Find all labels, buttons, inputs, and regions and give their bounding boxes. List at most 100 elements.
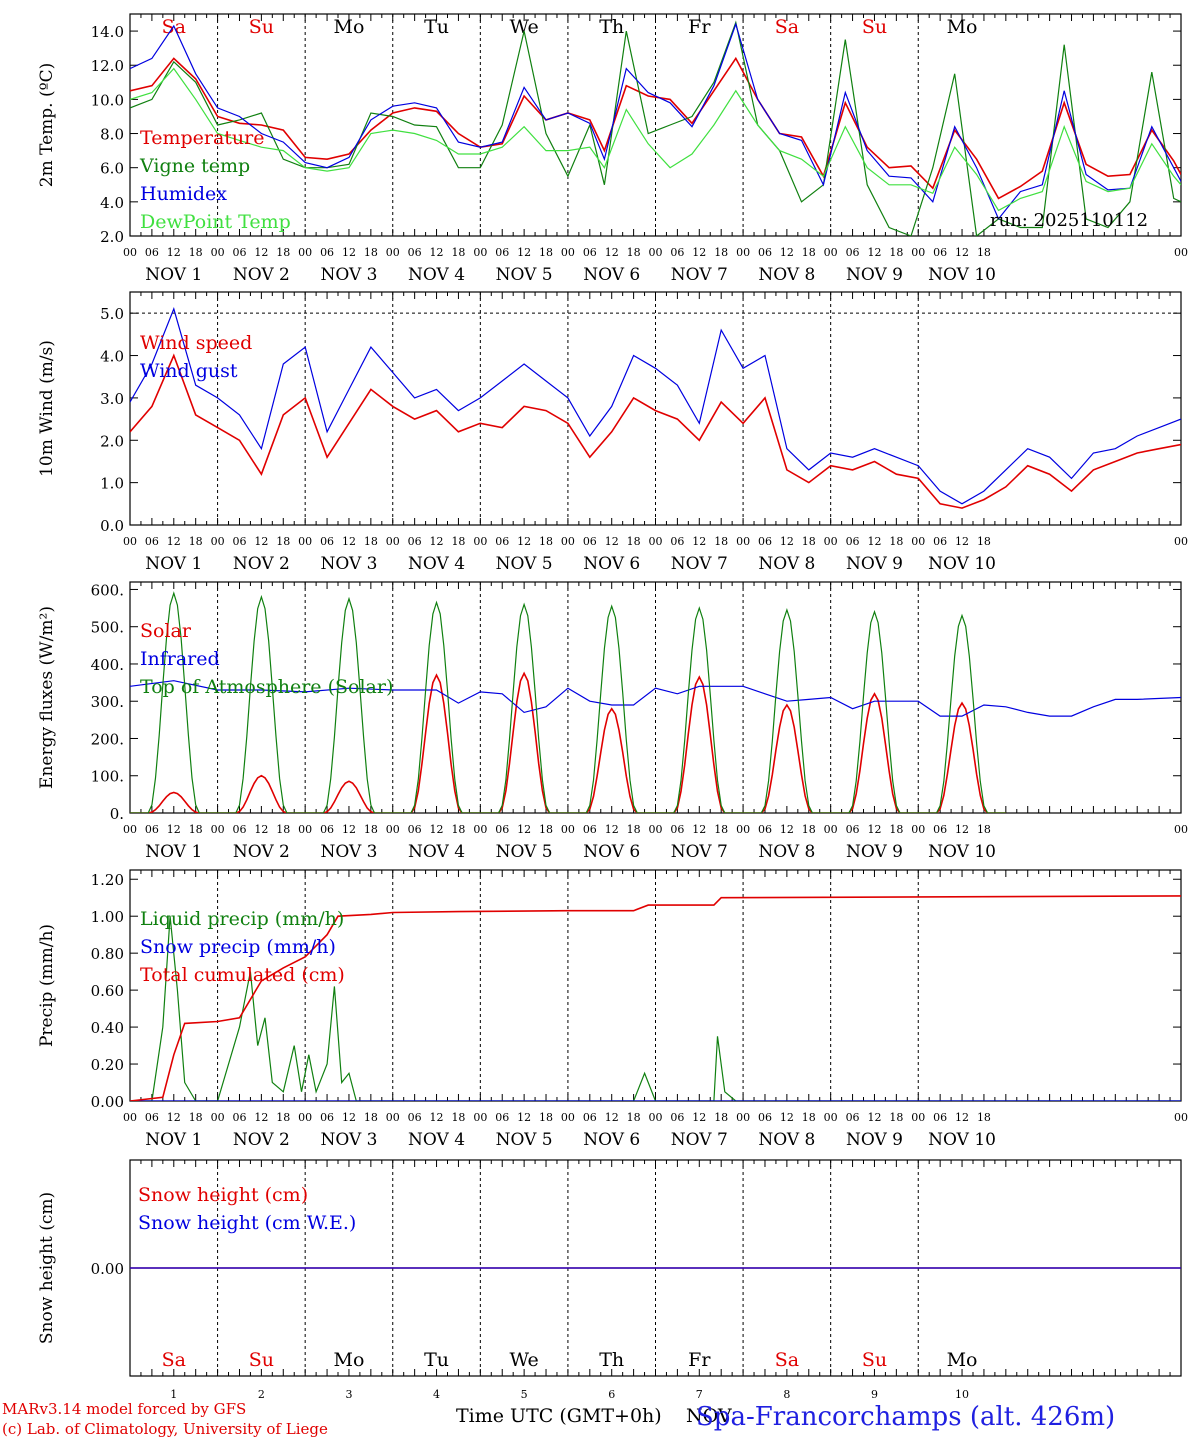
hour-tick-label: 18 — [802, 823, 816, 836]
date-label: NOV 9 — [846, 1130, 903, 1150]
hour-tick-label: 00 — [386, 1111, 400, 1124]
legend-entry: Wind speed — [140, 332, 252, 354]
hour-tick-label: 12 — [780, 823, 794, 836]
hour-tick-label: 06 — [320, 1111, 334, 1124]
hour-tick-label: 06 — [846, 823, 860, 836]
day-name-label: Su — [249, 1349, 274, 1371]
series-line-wind-gust — [130, 307, 1181, 505]
hour-tick-label: 00 — [649, 1111, 663, 1124]
hour-tick-label: 06 — [408, 246, 422, 259]
hour-tick-label: 00 — [473, 1111, 487, 1124]
series-line-infrared — [130, 680, 1181, 717]
hour-tick-label: 18 — [189, 535, 203, 548]
hour-tick-label: 06 — [583, 246, 597, 259]
y-tick-label: 6.0 — [100, 160, 124, 178]
hour-tick-label: 06 — [495, 823, 509, 836]
date-label: NOV 5 — [496, 554, 553, 574]
date-label: NOV 2 — [233, 842, 290, 862]
hour-tick-label: 12 — [254, 1111, 268, 1124]
hour-tick-label: 06 — [320, 246, 334, 259]
y-tick-label: 500. — [91, 619, 124, 637]
y-axis-label: Snow height (cm) — [37, 1192, 57, 1344]
hour-tick-label: 00 — [736, 1111, 750, 1124]
hour-tick-label: 12 — [605, 246, 619, 259]
legend-entry: Solar — [140, 620, 192, 642]
date-label: NOV 2 — [233, 265, 290, 285]
hour-tick-label: 06 — [320, 823, 334, 836]
hour-tick-label: 00 — [386, 823, 400, 836]
hour-tick-label: 12 — [605, 823, 619, 836]
hour-tick-label: 00 — [649, 535, 663, 548]
hour-tick-label: 18 — [451, 1111, 465, 1124]
hour-tick-label: 12 — [517, 1111, 531, 1124]
day-name-label: Su — [862, 16, 887, 38]
hour-tick-label: 12 — [430, 823, 444, 836]
hour-tick-label: 12 — [955, 1111, 969, 1124]
hour-tick-label: 12 — [692, 535, 706, 548]
day-name-label: Sa — [775, 1349, 799, 1371]
hour-tick-label: 12 — [254, 823, 268, 836]
hour-tick-label: 06 — [758, 823, 772, 836]
y-axis-label: 2m Temp. (ºC) — [37, 63, 57, 188]
hour-tick-label: 06 — [583, 823, 597, 836]
hour-tick-label: 18 — [977, 246, 991, 259]
hour-tick-label: 00 — [1174, 1111, 1188, 1124]
hour-tick-label: 12 — [692, 246, 706, 259]
hour-tick-label: 12 — [867, 1111, 881, 1124]
day-name-label: Mo — [334, 1349, 365, 1371]
date-label: NOV 1 — [145, 842, 202, 862]
hour-tick-label: 12 — [342, 823, 356, 836]
date-label: NOV 8 — [758, 842, 815, 862]
y-tick-label: 100. — [91, 768, 124, 786]
y-tick-label: 0.00 — [91, 1093, 124, 1111]
date-label: NOV 10 — [928, 265, 996, 285]
hour-tick-label: 00 — [211, 823, 225, 836]
legend-entry: Snow precip (mm/h) — [140, 936, 336, 958]
hour-tick-label: 06 — [495, 1111, 509, 1124]
hour-tick-label: 06 — [232, 246, 246, 259]
legend-entry: Total cumulated (cm) — [140, 964, 345, 986]
date-label: NOV 10 — [928, 554, 996, 574]
series-line-humidex — [130, 22, 1181, 221]
hour-tick-label: 06 — [758, 1111, 772, 1124]
hour-tick-label: 18 — [714, 1111, 728, 1124]
y-tick-label: 4.0 — [100, 348, 124, 366]
hour-tick-label: 00 — [298, 1111, 312, 1124]
legend-entry: Vigne temp — [139, 155, 250, 177]
date-label: NOV 1 — [145, 265, 202, 285]
hour-tick-label: 18 — [189, 823, 203, 836]
hour-tick-label: 06 — [758, 246, 772, 259]
y-tick-label: 200. — [91, 730, 124, 748]
day-name-label: Th — [599, 16, 624, 38]
hour-tick-label: 00 — [824, 246, 838, 259]
day-number-label: 5 — [521, 1388, 528, 1401]
series-line-total-cumulated-cm- — [130, 895, 1181, 1101]
hour-tick-label: 18 — [627, 1111, 641, 1124]
hour-tick-label: 00 — [298, 246, 312, 259]
y-axis-label: Precip (mm/h) — [37, 924, 57, 1047]
y-tick-label: 0. — [110, 805, 124, 823]
hour-tick-label: 00 — [561, 535, 575, 548]
legend-entry: Wind gust — [140, 360, 238, 382]
hour-tick-label: 12 — [430, 535, 444, 548]
date-label: NOV 6 — [583, 554, 640, 574]
hour-tick-label: 12 — [692, 823, 706, 836]
series-line-solar — [130, 671, 1006, 813]
hour-tick-label: 06 — [232, 823, 246, 836]
hour-tick-label: 06 — [758, 535, 772, 548]
date-label: NOV 10 — [928, 842, 996, 862]
hour-tick-label: 06 — [408, 1111, 422, 1124]
date-label: NOV 5 — [496, 1130, 553, 1150]
hour-tick-label: 18 — [539, 246, 553, 259]
hour-tick-label: 00 — [736, 246, 750, 259]
hour-tick-label: 06 — [933, 1111, 947, 1124]
hour-tick-label: 06 — [495, 246, 509, 259]
hour-tick-label: 12 — [605, 1111, 619, 1124]
y-tick-label: 1.00 — [91, 908, 124, 926]
hour-tick-label: 12 — [692, 1111, 706, 1124]
day-name-label: Th — [599, 1349, 624, 1371]
day-number-label: 8 — [783, 1388, 790, 1401]
legend-entry: Infrared — [140, 648, 220, 670]
hour-tick-label: 12 — [342, 535, 356, 548]
date-label: NOV 6 — [583, 1130, 640, 1150]
